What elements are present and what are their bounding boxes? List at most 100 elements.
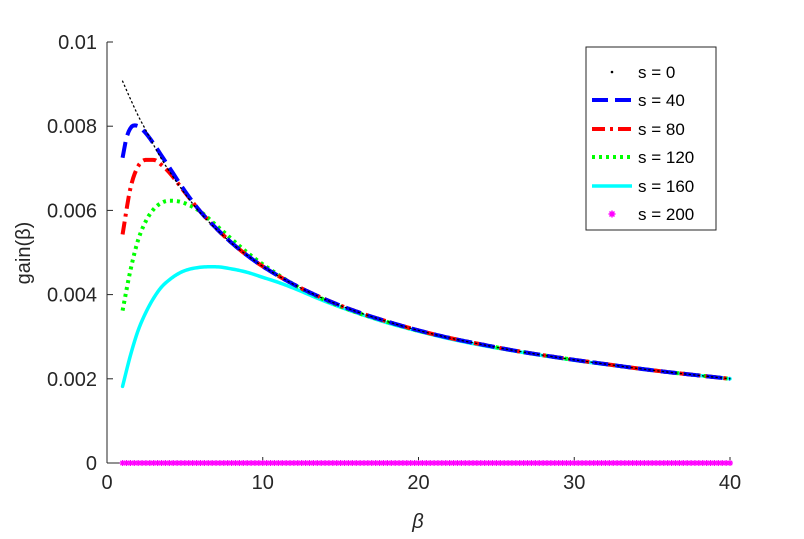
x-tick-label: 0 [101,472,112,494]
x-axis-label: β [411,511,423,533]
data-point [684,460,691,466]
data-point [337,460,344,466]
data-point [719,460,726,466]
data-point [699,460,706,466]
data-point [427,460,434,466]
y-tick-label: 0 [86,453,97,475]
y-tick-label: 0.008 [47,116,97,138]
data-point [259,460,266,466]
data-point [473,460,480,466]
data-point [532,460,539,466]
data-point [723,460,730,466]
data-point [170,460,177,466]
data-point [707,460,714,466]
data-point [617,460,624,466]
data-point [680,460,687,466]
data-point [649,460,656,466]
data-point [458,460,465,466]
legend-box [585,46,717,231]
x-tick-label: 40 [719,472,741,494]
data-point [559,460,566,466]
data-point [695,460,702,466]
data-point [150,460,157,466]
data-point [407,460,414,466]
data-point [614,460,621,466]
data-point [497,460,504,466]
data-point [177,460,184,466]
data-point [357,460,364,466]
data-point [396,460,403,466]
data-point [131,460,138,466]
data-point [162,460,169,466]
data-point [431,460,438,466]
data-point [287,460,294,466]
data-point [123,460,130,466]
data-point [333,460,340,466]
data-point [294,460,301,466]
data-point [493,460,500,466]
data-point [329,460,336,466]
data-point [434,460,441,466]
data-point [349,460,356,466]
data-point [411,460,418,466]
data-point [283,460,290,466]
plot-series [119,80,733,466]
data-point [142,460,149,466]
data-point [353,460,360,466]
data-point [248,460,255,466]
data-point [318,460,325,466]
data-point [688,460,695,466]
data-point [197,460,204,466]
data-point [727,460,733,466]
data-point [477,460,484,466]
data-point [201,460,208,466]
y-tick-label: 0.002 [47,369,97,391]
data-point [279,460,286,466]
data-point [302,460,309,466]
data-point [715,460,722,466]
y-axis-label: gain(β) [13,222,35,285]
data-point [388,460,395,466]
data-point [567,460,574,466]
data-point [633,460,640,466]
data-point [540,460,547,466]
data-point [656,460,663,466]
x-tick-label: 20 [407,472,429,494]
data-point [290,460,297,466]
data-point [637,460,644,466]
data-point [660,460,667,466]
legend-label: s = 200 [638,205,694,224]
data-point [672,460,679,466]
tick-labels: 0 10 20 30 40 0 0.002 0.004 0.006 0.008 0.01 [47,32,741,494]
data-point [582,460,589,466]
data-point [154,460,161,466]
data-point [442,460,449,466]
data-point [189,460,196,466]
data-point [606,460,613,466]
data-point [520,460,527,466]
data-point [415,460,422,466]
data-point [236,460,243,466]
data-point [174,460,181,466]
data-point [489,460,496,466]
data-point [399,460,406,466]
data-point [653,460,660,466]
data-point [310,460,317,466]
data-point [216,460,223,466]
legend-label: s = 160 [638,177,694,196]
data-point [610,460,617,466]
data-point [524,460,531,466]
x-tick-label: 30 [563,472,585,494]
data-point [298,460,305,466]
data-point [590,460,597,466]
data-point [508,460,515,466]
data-point [547,460,554,466]
data-point [470,460,477,466]
data-point [454,460,461,466]
data-point [563,460,570,466]
data-point [271,460,278,466]
data-point [691,460,698,466]
series-s200-markers [119,460,733,466]
data-point [571,460,578,466]
